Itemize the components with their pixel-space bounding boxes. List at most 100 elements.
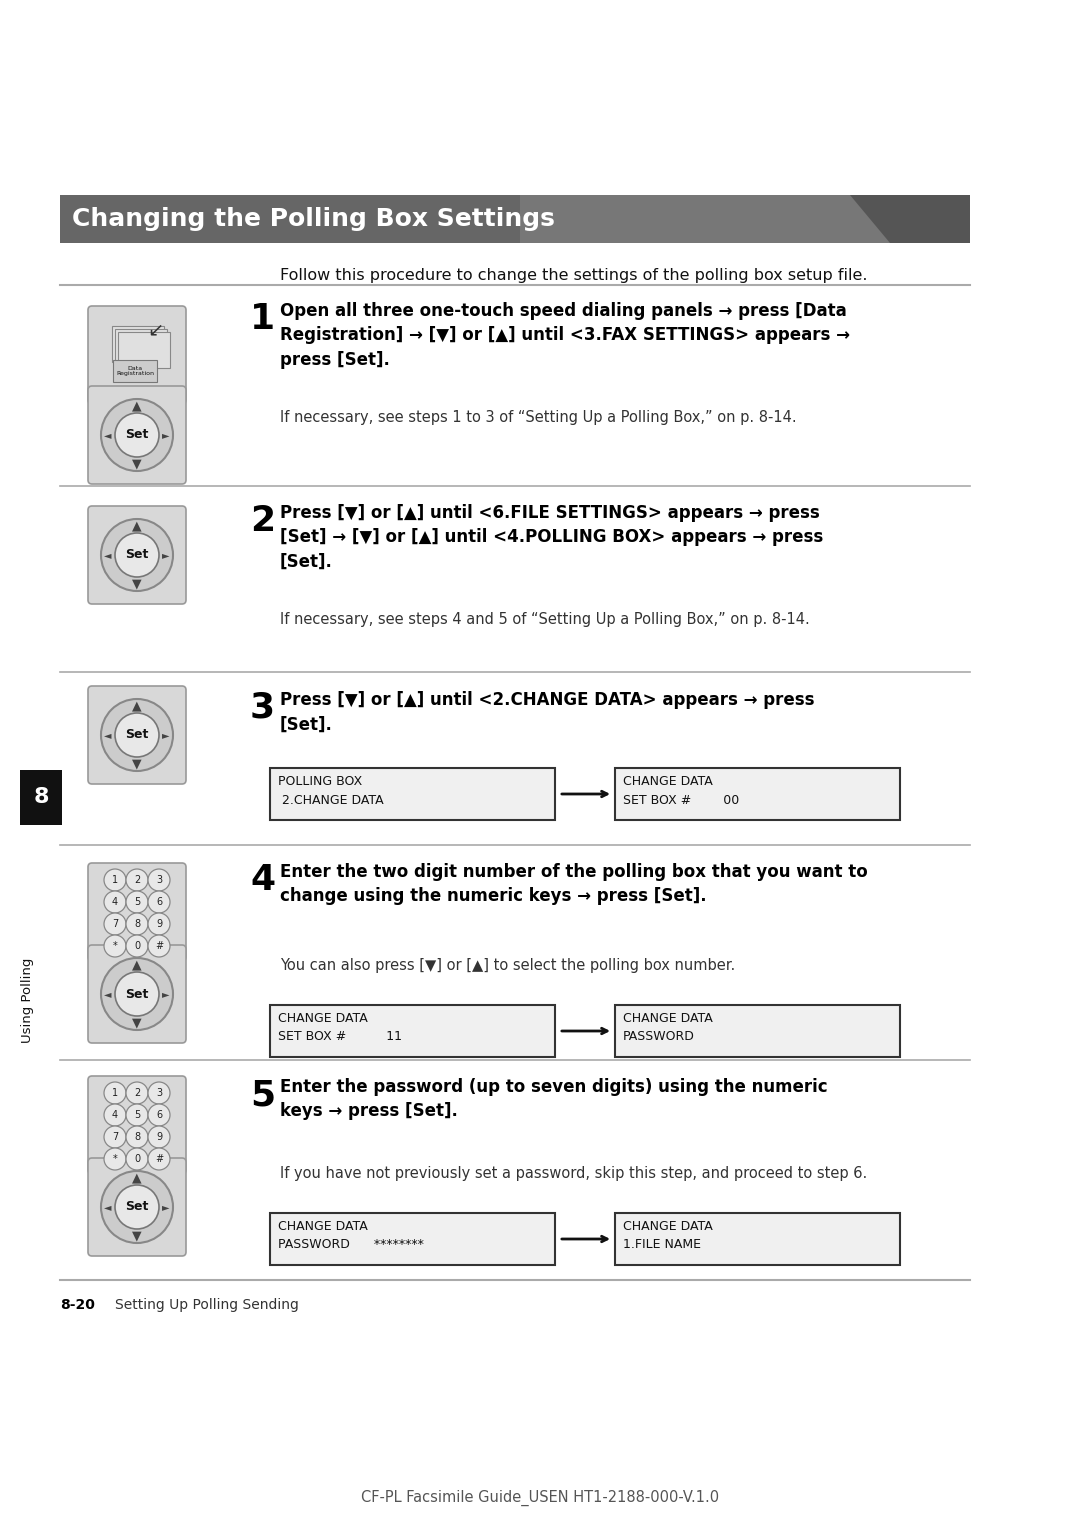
Text: Enter the password (up to seven digits) using the numeric
keys → press [Set].: Enter the password (up to seven digits) …: [280, 1077, 827, 1120]
Text: ◄: ◄: [105, 989, 111, 999]
Text: 1: 1: [249, 303, 275, 336]
Text: ▼: ▼: [132, 1016, 141, 1030]
Text: ►: ►: [162, 1203, 170, 1212]
Circle shape: [104, 914, 126, 935]
Text: 8: 8: [33, 787, 49, 807]
Text: You can also press [▼] or [▲] to select the polling box number.: You can also press [▼] or [▲] to select …: [280, 958, 735, 973]
FancyBboxPatch shape: [87, 306, 186, 403]
Text: 5: 5: [134, 897, 140, 908]
Circle shape: [148, 914, 170, 935]
Text: 4: 4: [112, 1109, 118, 1120]
Text: ▲: ▲: [132, 399, 141, 413]
Text: 8: 8: [134, 1132, 140, 1141]
Text: ◄: ◄: [105, 429, 111, 440]
Text: 3: 3: [156, 876, 162, 885]
Circle shape: [148, 1148, 170, 1170]
Text: 3: 3: [156, 1088, 162, 1099]
Circle shape: [126, 935, 148, 957]
Text: 7: 7: [112, 1132, 118, 1141]
Circle shape: [114, 413, 159, 457]
Text: ↙: ↙: [147, 321, 163, 339]
Text: If necessary, see steps 4 and 5 of “Setting Up a Polling Box,” on p. 8-14.: If necessary, see steps 4 and 5 of “Sett…: [280, 613, 810, 626]
Text: ▲: ▲: [132, 700, 141, 712]
Circle shape: [104, 1105, 126, 1126]
Text: 3: 3: [249, 691, 275, 724]
Text: CHANGE DATA
SET BOX #          11: CHANGE DATA SET BOX # 11: [278, 1012, 402, 1044]
Text: 8: 8: [134, 918, 140, 929]
Text: Set: Set: [125, 1201, 149, 1213]
FancyBboxPatch shape: [87, 944, 186, 1044]
Text: ▲: ▲: [132, 958, 141, 972]
Circle shape: [104, 869, 126, 891]
Bar: [21, 770, 62, 825]
Circle shape: [126, 1105, 148, 1126]
Text: 8-20: 8-20: [60, 1297, 95, 1313]
Text: Press [▼] or [▲] until <2.CHANGE DATA> appears → press
[Set].: Press [▼] or [▲] until <2.CHANGE DATA> a…: [280, 691, 814, 733]
Text: 6: 6: [156, 1109, 162, 1120]
Text: 0: 0: [134, 1154, 140, 1164]
Text: Data
Registration: Data Registration: [116, 365, 154, 376]
Text: ▲: ▲: [132, 520, 141, 532]
Text: ►: ►: [162, 989, 170, 999]
Circle shape: [102, 1170, 173, 1242]
Bar: [114, 329, 167, 365]
Text: Enter the two digit number of the polling box that you want to
change using the : Enter the two digit number of the pollin…: [280, 863, 867, 905]
Bar: [113, 361, 157, 382]
Bar: [615, 1213, 900, 1265]
Text: 4: 4: [249, 863, 275, 897]
Bar: [615, 769, 900, 821]
Circle shape: [114, 972, 159, 1016]
Text: ◄: ◄: [105, 1203, 111, 1212]
Circle shape: [148, 869, 170, 891]
Text: Set: Set: [125, 729, 149, 741]
Text: 4: 4: [112, 897, 118, 908]
Circle shape: [126, 914, 148, 935]
Text: Follow this procedure to change the settings of the polling box setup file.: Follow this procedure to change the sett…: [280, 267, 867, 283]
Circle shape: [126, 1148, 148, 1170]
FancyBboxPatch shape: [87, 387, 186, 484]
Text: If you have not previously set a password, skip this step, and proceed to step 6: If you have not previously set a passwor…: [280, 1166, 867, 1181]
Text: 6: 6: [156, 897, 162, 908]
Bar: [615, 1005, 900, 1057]
Text: Open all three one-touch speed dialing panels → press [Data
Registration] → [▼] : Open all three one-touch speed dialing p…: [280, 303, 850, 368]
FancyBboxPatch shape: [87, 863, 186, 961]
Circle shape: [148, 1082, 170, 1105]
Text: Using Polling: Using Polling: [22, 958, 35, 1042]
Circle shape: [126, 891, 148, 914]
Circle shape: [102, 520, 173, 591]
Bar: [270, 769, 555, 821]
Circle shape: [114, 533, 159, 578]
Bar: [112, 325, 164, 362]
Text: 1: 1: [112, 1088, 118, 1099]
FancyBboxPatch shape: [87, 1076, 186, 1174]
Text: CHANGE DATA
PASSWORD: CHANGE DATA PASSWORD: [623, 1012, 713, 1044]
Circle shape: [126, 1126, 148, 1148]
FancyBboxPatch shape: [87, 506, 186, 604]
Circle shape: [126, 1082, 148, 1105]
Text: Set: Set: [125, 549, 149, 561]
Text: 9: 9: [156, 1132, 162, 1141]
Text: CHANGE DATA
1.FILE NAME: CHANGE DATA 1.FILE NAME: [623, 1219, 713, 1251]
Text: 5: 5: [249, 1077, 275, 1112]
Text: *: *: [112, 1154, 118, 1164]
Text: ►: ►: [162, 730, 170, 740]
Text: 9: 9: [156, 918, 162, 929]
Text: CF-PL Facsimile Guide_USEN HT1-2188-000-V.1.0: CF-PL Facsimile Guide_USEN HT1-2188-000-…: [361, 1490, 719, 1507]
Bar: [60, 196, 519, 243]
Text: Press [▼] or [▲] until <6.FILE SETTINGS> appears → press
[Set] → [▼] or [▲] unti: Press [▼] or [▲] until <6.FILE SETTINGS>…: [280, 504, 823, 570]
Text: ▼: ▼: [132, 1230, 141, 1242]
Polygon shape: [850, 196, 970, 243]
Text: 0: 0: [134, 941, 140, 950]
Text: If necessary, see steps 1 to 3 of “Setting Up a Polling Box,” on p. 8-14.: If necessary, see steps 1 to 3 of “Setti…: [280, 410, 797, 425]
FancyBboxPatch shape: [87, 686, 186, 784]
Text: Changing the Polling Box Settings: Changing the Polling Box Settings: [72, 206, 555, 231]
Text: ►: ►: [162, 550, 170, 559]
Text: 2: 2: [249, 504, 275, 538]
Circle shape: [104, 891, 126, 914]
Text: CHANGE DATA
SET BOX #        00: CHANGE DATA SET BOX # 00: [623, 775, 739, 807]
Text: POLLING BOX
 2.CHANGE DATA: POLLING BOX 2.CHANGE DATA: [278, 775, 383, 807]
Circle shape: [102, 698, 173, 772]
Text: ▼: ▼: [132, 578, 141, 590]
Text: Set: Set: [125, 987, 149, 1001]
Text: ▼: ▼: [132, 758, 141, 770]
